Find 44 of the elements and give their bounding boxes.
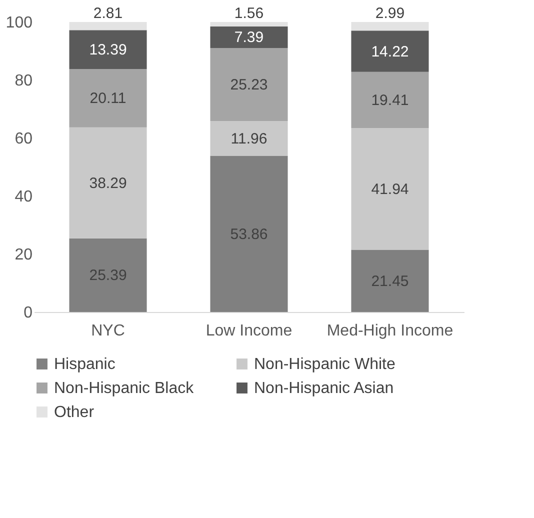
bar <box>351 128 429 250</box>
bar <box>210 26 288 48</box>
bar <box>351 72 429 128</box>
data-label: 2.81 <box>93 5 123 22</box>
y-tick-label: 100 <box>6 14 33 32</box>
data-label: 1.56 <box>234 5 264 22</box>
legend-label: Non-Hispanic Asian <box>254 380 394 397</box>
bar <box>69 30 147 70</box>
data-label: 19.41 <box>371 92 409 110</box>
data-label: 38.29 <box>89 174 127 192</box>
bar <box>69 238 147 312</box>
y-tick-label: 20 <box>14 246 33 264</box>
legend-label: Non-Hispanic White <box>254 356 396 373</box>
data-label: 53.86 <box>230 226 268 243</box>
x-tick-label: NYC <box>91 322 125 340</box>
bar <box>210 48 288 122</box>
bar <box>351 22 429 31</box>
data-label: 21.45 <box>371 272 409 290</box>
data-label: 41.94 <box>371 180 409 198</box>
y-tick-label: 40 <box>14 188 33 206</box>
legend-label: Non-Hispanic Black <box>54 380 195 397</box>
bar <box>351 250 429 312</box>
bar <box>210 22 288 27</box>
data-label: 20.11 <box>90 90 126 108</box>
x-tick-label: Med-High Income <box>326 322 454 340</box>
bar <box>69 127 147 238</box>
bar <box>69 22 147 30</box>
y-tick-label: 80 <box>14 72 33 90</box>
legend-label: Hispanic <box>54 356 116 373</box>
bar <box>210 156 288 312</box>
data-label: 11.96 <box>230 130 268 148</box>
data-label: 13.39 <box>89 42 127 59</box>
data-label: 25.23 <box>230 76 268 94</box>
legend-label: Other <box>54 404 95 421</box>
data-label: 2.99 <box>375 4 405 22</box>
x-tick-label: Low Income <box>206 322 292 340</box>
bar <box>210 121 288 156</box>
y-tick-label: 60 <box>14 130 33 148</box>
data-label: 25.39 <box>89 267 127 284</box>
bar <box>351 30 429 72</box>
y-tick-label: 0 <box>24 304 33 322</box>
data-label: 7.39 <box>234 29 264 46</box>
bar <box>69 69 147 128</box>
data-label: 14.22 <box>371 43 409 60</box>
